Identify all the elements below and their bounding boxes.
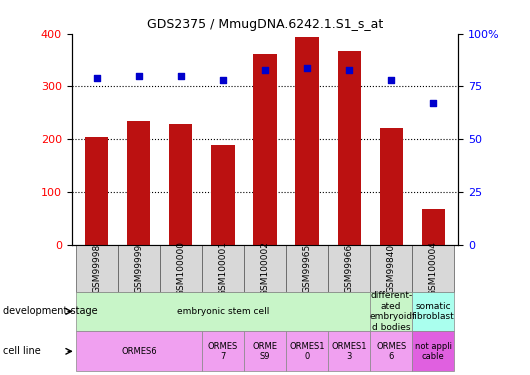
Text: GSM99966: GSM99966 [344,243,354,293]
Point [345,67,354,73]
Text: GSM99999: GSM99999 [134,243,143,293]
FancyBboxPatch shape [370,292,412,332]
Point [303,64,311,70]
Point [93,75,101,81]
Text: development stage: development stage [3,306,98,316]
FancyBboxPatch shape [412,292,454,332]
Text: ORMES1
0: ORMES1 0 [289,342,325,361]
Bar [422,209,445,245]
FancyBboxPatch shape [370,332,412,371]
Bar [379,128,403,245]
FancyBboxPatch shape [286,332,328,371]
Text: GSM100000: GSM100000 [176,241,186,296]
Text: GSM99840: GSM99840 [387,244,396,292]
Bar [169,124,192,245]
Text: ORMES6: ORMES6 [121,347,157,356]
FancyBboxPatch shape [76,292,370,332]
FancyBboxPatch shape [412,332,454,371]
FancyBboxPatch shape [160,245,202,292]
Point [176,73,185,79]
Text: not appli
cable: not appli cable [414,342,452,361]
Text: ORMES1
3: ORMES1 3 [331,342,367,361]
Text: GSM100002: GSM100002 [261,241,269,296]
Point [261,67,269,73]
FancyBboxPatch shape [370,245,412,292]
Bar [253,54,277,245]
Title: GDS2375 / MmugDNA.6242.1.S1_s_at: GDS2375 / MmugDNA.6242.1.S1_s_at [147,18,383,31]
Text: GSM100004: GSM100004 [429,241,438,296]
FancyBboxPatch shape [412,245,454,292]
Text: somatic
fibroblast: somatic fibroblast [412,302,455,321]
Text: cell line: cell line [3,346,40,356]
FancyBboxPatch shape [286,245,328,292]
Text: GSM99965: GSM99965 [303,243,312,293]
FancyBboxPatch shape [202,332,244,371]
Text: GSM99998: GSM99998 [92,243,101,293]
Point [429,100,437,106]
Point [135,73,143,79]
FancyBboxPatch shape [328,332,370,371]
Bar [85,137,108,245]
Bar [127,121,151,245]
Point [387,77,395,83]
Text: GSM100001: GSM100001 [218,241,227,296]
Point [219,77,227,83]
Text: different-
ated
embryoid
d bodies: different- ated embryoid d bodies [369,291,413,332]
Text: embryonic stem cell: embryonic stem cell [177,307,269,316]
Bar [338,51,361,245]
Text: ORMES
6: ORMES 6 [376,342,407,361]
FancyBboxPatch shape [202,245,244,292]
FancyBboxPatch shape [76,332,202,371]
Bar [211,145,234,245]
FancyBboxPatch shape [244,332,286,371]
Bar [296,38,319,245]
Text: ORME
S9: ORME S9 [252,342,278,361]
FancyBboxPatch shape [76,245,118,292]
FancyBboxPatch shape [244,245,286,292]
FancyBboxPatch shape [328,245,370,292]
FancyBboxPatch shape [118,245,160,292]
Text: ORMES
7: ORMES 7 [208,342,238,361]
